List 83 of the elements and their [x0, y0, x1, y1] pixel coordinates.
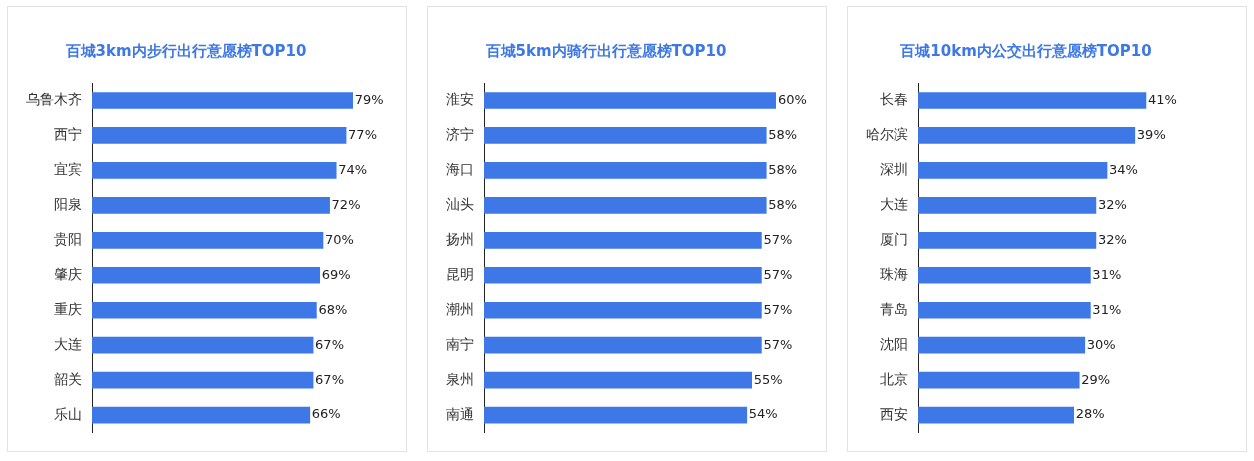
chart-title: 百城10km内公交出行意愿榜TOP10 [899, 41, 1152, 60]
data-label: 34% [1109, 161, 1138, 177]
data-label: 57% [763, 231, 793, 247]
y-tick-label: 沈阳 [880, 335, 908, 352]
bar [918, 127, 1136, 144]
data-label: 39% [1136, 126, 1166, 142]
bar [918, 266, 1091, 284]
chart-title: 百城3km内步行出行意愿榜TOP10 [64, 41, 307, 60]
data-label: 74% [338, 161, 368, 177]
y-tick-label: 济宁 [446, 126, 474, 143]
y-tick-label: 大连 [54, 335, 82, 352]
data-label: 32% [1097, 231, 1127, 247]
data-label: 58% [768, 161, 798, 177]
bar [92, 406, 311, 424]
bar [92, 127, 347, 144]
y-tick-label: 海口 [446, 161, 474, 178]
data-label: 79% [354, 91, 384, 107]
y-tick-label: 厦门 [880, 230, 908, 247]
y-tick-label: 珠海 [880, 265, 908, 282]
data-label: 41% [1147, 91, 1177, 107]
bar [918, 197, 1097, 214]
data-label: 67% [315, 336, 345, 352]
data-label: 31% [1092, 301, 1122, 317]
y-tick-label: 阳泉 [54, 196, 82, 212]
data-label: 66% [311, 406, 341, 422]
y-tick-label: 西宁 [54, 126, 82, 143]
data-label: 57% [763, 301, 793, 317]
bar [918, 301, 1091, 319]
y-tick-label: 宜宾 [54, 161, 82, 178]
data-label: 57% [763, 266, 793, 282]
data-label: 58% [768, 126, 798, 142]
data-label: 60% [778, 91, 807, 107]
y-tick-label: 韶关 [54, 370, 82, 387]
bar [918, 371, 1080, 389]
bar [918, 231, 1097, 249]
data-label: 69% [321, 266, 351, 282]
y-tick-label: 汕头 [446, 196, 474, 212]
data-label: 72% [331, 196, 361, 212]
bar [92, 336, 314, 354]
bar [918, 92, 1147, 109]
y-tick-label: 南宁 [446, 335, 474, 352]
bar [918, 336, 1086, 354]
bar [918, 162, 1108, 179]
y-tick-label: 重庆 [54, 300, 82, 317]
bar [92, 301, 317, 319]
data-label: 58% [768, 196, 798, 212]
bar [92, 231, 324, 249]
y-tick-label: 贵阳 [54, 230, 82, 247]
bar [918, 406, 1075, 424]
bar [92, 162, 337, 179]
data-label: 29% [1081, 371, 1111, 387]
data-label: 31% [1092, 266, 1122, 282]
y-tick-label: 乌鲁木齐 [26, 91, 82, 108]
y-tick-label: 西安 [880, 405, 908, 422]
y-tick-label: 长春 [880, 91, 908, 108]
data-label: 67% [315, 371, 345, 387]
data-label: 30% [1086, 336, 1116, 352]
bar [92, 371, 314, 389]
y-tick-label: 哈尔滨 [866, 126, 908, 143]
data-label: 70% [325, 231, 354, 247]
y-tick-label: 淮安 [446, 91, 474, 108]
data-label: 32% [1097, 196, 1127, 212]
y-tick-label: 大连 [880, 196, 908, 212]
data-label: 57% [763, 336, 793, 352]
bar [92, 266, 321, 284]
bar [92, 92, 354, 109]
y-tick-label: 昆明 [446, 265, 474, 282]
data-label: 68% [318, 301, 348, 317]
data-label: 55% [753, 371, 783, 387]
y-tick-label: 肇庆 [54, 265, 82, 282]
y-tick-label: 南通 [446, 405, 474, 422]
y-tick-label: 青岛 [880, 300, 908, 317]
data-label: 54% [748, 406, 778, 422]
y-tick-label: 乐山 [54, 405, 82, 422]
y-tick-label: 北京 [880, 370, 908, 387]
y-tick-label: 深圳 [880, 161, 908, 178]
chart-title: 百城5km内骑行出行意愿榜TOP10 [484, 41, 727, 60]
data-label: 28% [1075, 406, 1105, 422]
y-tick-label: 泉州 [446, 370, 474, 387]
bar [92, 197, 330, 214]
y-tick-label: 潮州 [446, 300, 474, 317]
data-label: 77% [348, 126, 378, 142]
y-tick-label: 扬州 [446, 230, 474, 247]
